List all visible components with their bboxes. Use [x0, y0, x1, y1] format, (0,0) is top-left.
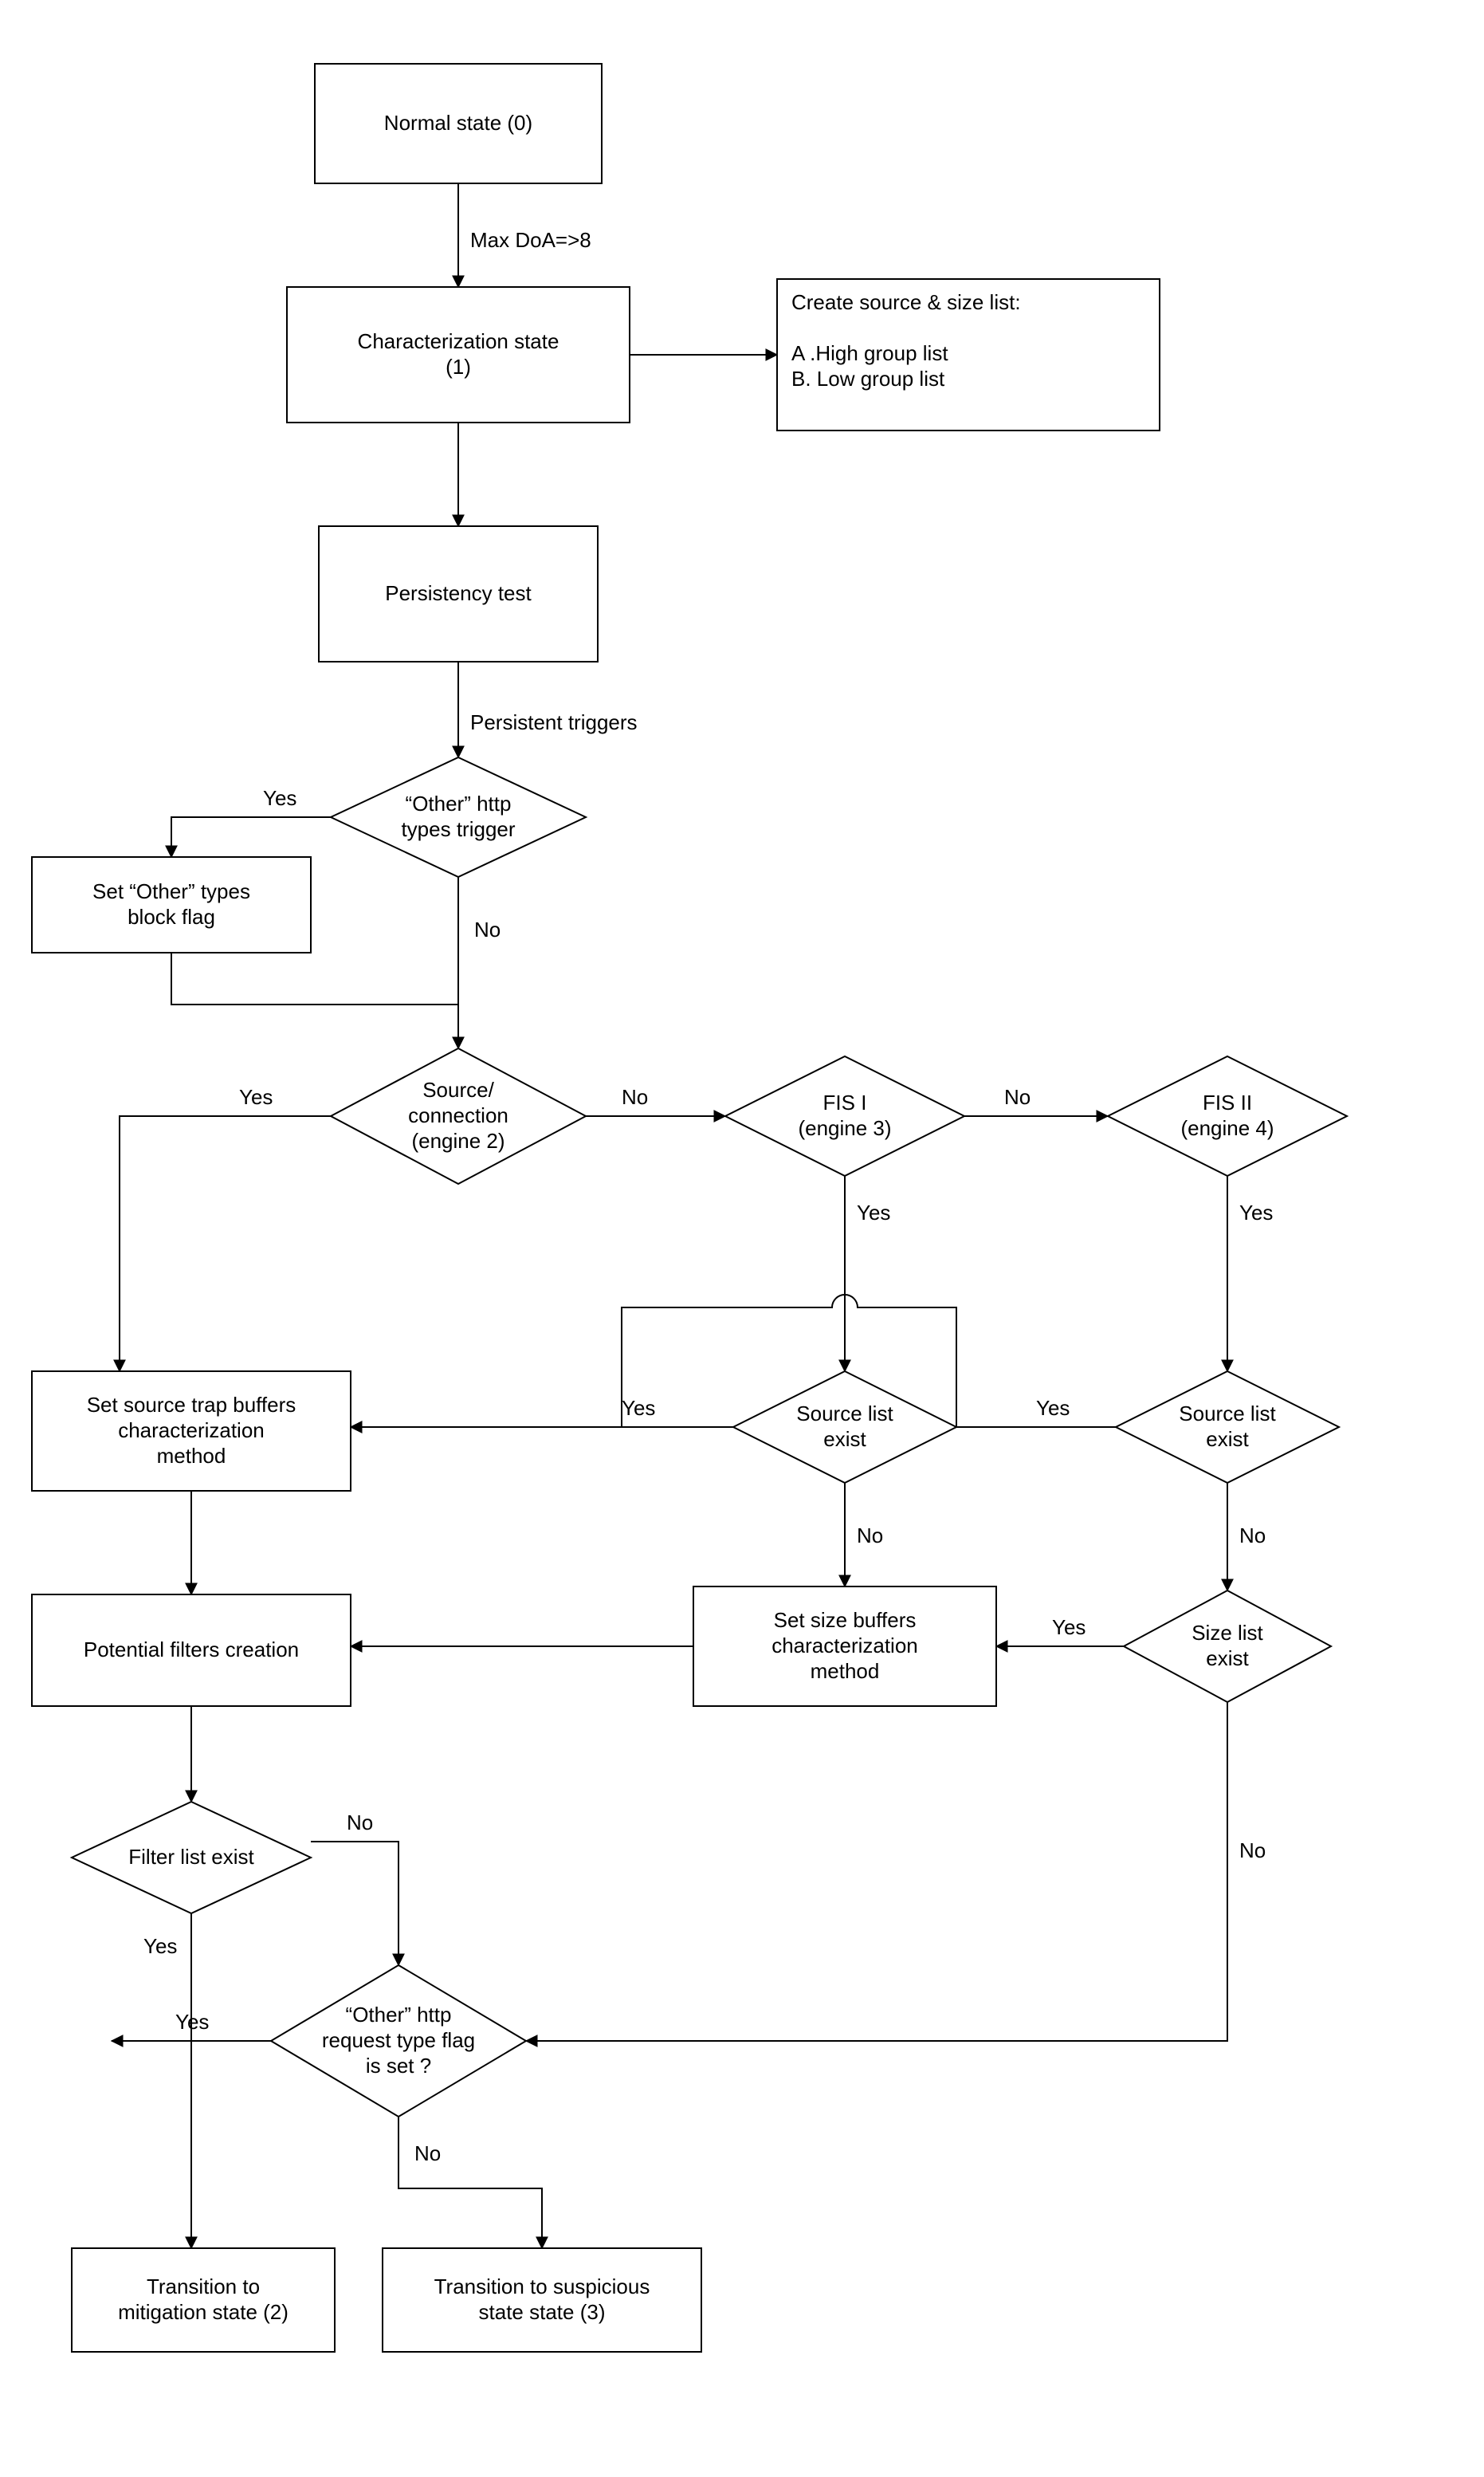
svg-text:“Other” http: “Other” http [406, 792, 512, 816]
svg-text:request type flag: request type flag [322, 2028, 475, 2052]
svg-text:Yes: Yes [175, 2010, 209, 2034]
svg-text:Yes: Yes [1052, 1615, 1086, 1639]
svg-text:A .High group list: A .High group list [791, 341, 948, 365]
svg-text:exist: exist [1206, 1427, 1249, 1451]
svg-text:Yes: Yes [622, 1396, 655, 1420]
svg-text:Create source & size list:: Create source & size list: [791, 290, 1021, 314]
svg-text:is set ?: is set ? [366, 2054, 431, 2078]
svg-text:Filter list exist: Filter list exist [128, 1845, 254, 1869]
svg-text:Persistency test: Persistency test [385, 581, 532, 605]
svg-text:Size list: Size list [1192, 1621, 1263, 1645]
svg-text:No: No [1239, 1524, 1266, 1547]
svg-text:“Other” http: “Other” http [346, 2003, 452, 2027]
svg-text:Source/: Source/ [422, 1078, 494, 1102]
svg-text:block flag: block flag [128, 905, 215, 929]
svg-text:state state (3): state state (3) [479, 2300, 606, 2324]
svg-text:Source list: Source list [1179, 1402, 1276, 1425]
svg-text:method: method [811, 1659, 880, 1683]
svg-text:Yes: Yes [857, 1201, 890, 1225]
svg-text:Set size buffers: Set size buffers [774, 1608, 917, 1632]
svg-text:Yes: Yes [1239, 1201, 1273, 1225]
svg-text:characterization: characterization [771, 1634, 918, 1657]
svg-text:Yes: Yes [263, 786, 296, 810]
svg-text:No: No [1239, 1838, 1266, 1862]
svg-text:(1): (1) [446, 355, 471, 379]
svg-text:Persistent triggers: Persistent triggers [470, 710, 638, 734]
svg-text:No: No [622, 1085, 648, 1109]
svg-text:Transition to: Transition to [147, 2275, 260, 2298]
svg-text:Yes: Yes [1036, 1396, 1070, 1420]
svg-text:No: No [414, 2141, 441, 2165]
svg-text:mitigation state (2): mitigation state (2) [118, 2300, 289, 2324]
svg-text:exist: exist [1206, 1646, 1249, 1670]
svg-text:Yes: Yes [239, 1085, 273, 1109]
svg-text:FIS II: FIS II [1203, 1091, 1252, 1115]
svg-text:Potential filters creation: Potential filters creation [84, 1638, 299, 1661]
svg-text:Yes: Yes [143, 1934, 177, 1958]
svg-text:characterization: characterization [118, 1418, 265, 1442]
svg-text:No: No [474, 918, 501, 942]
svg-text:Characterization state: Characterization state [358, 329, 559, 353]
svg-text:exist: exist [823, 1427, 866, 1451]
svg-text:(engine 4): (engine 4) [1180, 1116, 1274, 1140]
svg-text:Normal state (0): Normal state (0) [384, 111, 532, 135]
svg-text:Transition to suspicious: Transition to suspicious [434, 2275, 650, 2298]
svg-text:(engine 2): (engine 2) [411, 1129, 504, 1153]
svg-text:No: No [347, 1811, 373, 1834]
svg-text:(engine 3): (engine 3) [798, 1116, 891, 1140]
svg-text:Max DoA=>8: Max DoA=>8 [470, 228, 591, 252]
svg-text:connection: connection [408, 1103, 508, 1127]
svg-text:Set source trap buffers: Set source trap buffers [87, 1393, 296, 1417]
svg-text:FIS I: FIS I [823, 1091, 867, 1115]
svg-text:No: No [857, 1524, 883, 1547]
svg-text:No: No [1004, 1085, 1031, 1109]
svg-text:B. Low group list: B. Low group list [791, 367, 945, 391]
svg-text:Source list: Source list [796, 1402, 893, 1425]
svg-text:types trigger: types trigger [401, 817, 515, 841]
svg-text:method: method [157, 1444, 226, 1468]
svg-text:Set “Other” types: Set “Other” types [92, 879, 250, 903]
